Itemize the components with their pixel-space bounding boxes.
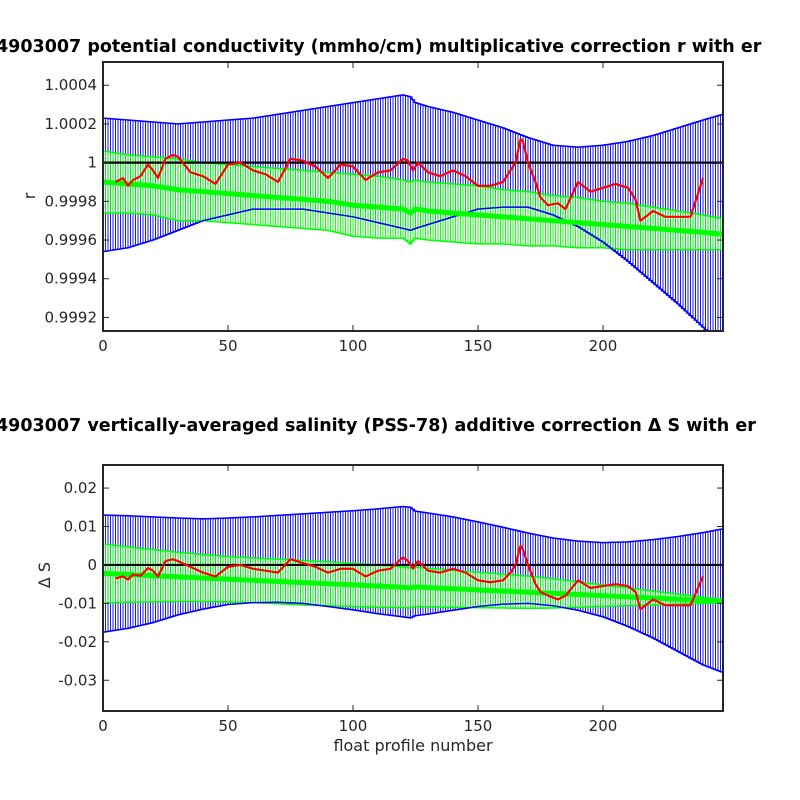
fitted-correction-line: [103, 179, 723, 237]
chart-title-1: 4903007 potential conductivity (mmho/cm)…: [0, 37, 762, 57]
y-tick-label: -0.03: [58, 671, 97, 689]
y-tick-label: 0.02: [64, 479, 97, 497]
series-group-2: [103, 505, 723, 674]
y-axis-label-2: Δ S: [35, 562, 54, 588]
x-tick-label: 50: [218, 717, 237, 735]
y-tick-label: 0.9994: [45, 270, 98, 288]
raw-correction-line: [115, 544, 705, 611]
x-axis-label: float profile number: [333, 736, 493, 755]
y-tick-label: 0.01: [64, 518, 97, 536]
y-tick-label: -0.02: [58, 633, 97, 651]
x-tick-label: 0: [98, 337, 108, 355]
x-tick-label: 50: [218, 337, 237, 355]
x-tick-label: 150: [464, 717, 493, 735]
y-tick-label: 1.0004: [45, 76, 98, 94]
chart-title-2: 4903007 vertically-averaged salinity (PS…: [0, 416, 756, 436]
outer-envelope-lower: [103, 601, 723, 674]
outer-envelope-lower: [103, 206, 709, 331]
raw-correction-line: [114, 138, 705, 222]
x-tick-label: 150: [464, 337, 493, 355]
inner-envelope-lower: [105, 212, 721, 251]
axes-frame-1: [102, 61, 724, 332]
x-tick-label: 0: [98, 717, 108, 735]
y-tick-label: 0.9992: [45, 308, 98, 326]
outer-envelope-upper: [103, 94, 723, 148]
axes-frame-2: [102, 464, 724, 712]
plot-area-2: 0 50 100 150 200 -0.03 -0.02 -0.01 0 0.01 0.02: [58, 464, 724, 735]
y-tick-label: 1.0002: [45, 115, 98, 133]
y-tick-label: 1: [87, 154, 97, 172]
outer-envelope-upper: [103, 505, 723, 544]
y-tick-label: 0: [87, 556, 97, 574]
series-group-1: [103, 94, 723, 331]
x-tick-label: 100: [339, 717, 368, 735]
y-tick-label: 0.9996: [45, 231, 98, 249]
inner-envelope-lower: [105, 600, 721, 610]
x-tick-label: 200: [589, 717, 618, 735]
y-axis-label-1: r: [20, 192, 39, 199]
x-tick-label: 100: [339, 337, 368, 355]
y-tick-label: -0.01: [58, 594, 97, 612]
fitted-correction-line: [103, 570, 723, 604]
y-tick-label: 0.9998: [45, 192, 98, 210]
x-tick-label: 200: [589, 337, 618, 355]
plot-area-1: 0 50 100 150 200 0.9992 0.9994 0.9996 0.9998 1 1.0…: [45, 61, 724, 355]
